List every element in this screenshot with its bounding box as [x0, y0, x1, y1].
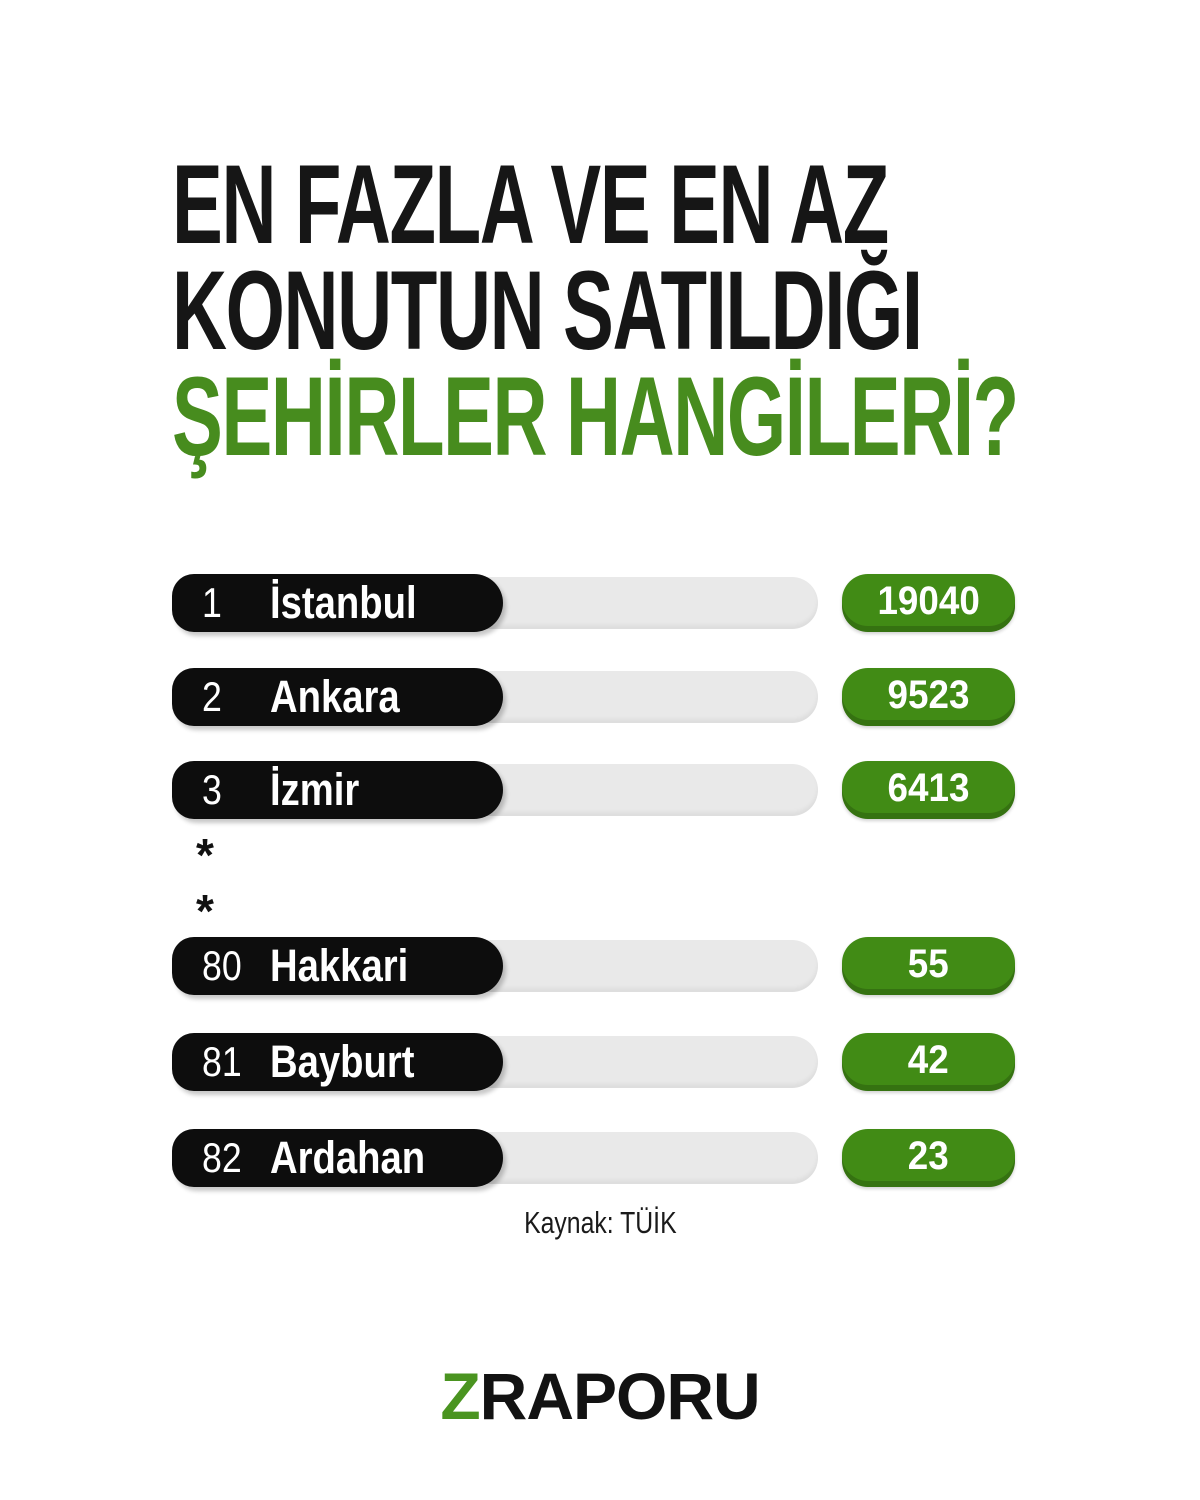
value-badge: 42	[842, 1033, 1015, 1091]
city-label: Ankara	[270, 671, 400, 722]
row-ankara: 2 Ankara 9523	[172, 668, 1015, 726]
value-badge: 55	[842, 937, 1015, 995]
value-label: 9523	[887, 672, 970, 717]
city-label: Bayburt	[270, 1036, 415, 1087]
value-label: 42	[908, 1037, 949, 1082]
zraporu-logo: ZRAPORU	[0, 1358, 1200, 1434]
title-line-3: ŞEHİRLER HANGİLERİ?	[172, 354, 1019, 479]
value-label: 23	[908, 1133, 949, 1178]
page-title: EN FAZLA VE EN AZ KONUTUN SATILDIĞI ŞEHİ…	[172, 142, 1019, 479]
logo-z: Z	[440, 1359, 480, 1433]
value-badge: 19040	[842, 574, 1015, 632]
city-pill: 1 İstanbul	[172, 574, 503, 632]
row-izmir: 3 İzmir 6413	[172, 761, 1015, 819]
ellipsis-asterisk-1: *	[196, 829, 214, 881]
title-line-1: EN FAZLA VE EN AZ	[172, 142, 889, 267]
city-label: Hakkari	[270, 940, 409, 991]
city-ranking-list: 1 İstanbul 19040 2 Ankara 9523 3 İzmir	[172, 0, 1015, 1500]
city-pill: 81 Bayburt	[172, 1033, 503, 1091]
city-pill: 82 Ardahan	[172, 1129, 503, 1187]
value-label: 6413	[887, 765, 970, 810]
city-label: Ardahan	[270, 1132, 426, 1183]
city-label: İzmir	[270, 764, 360, 815]
rank-label: 81	[202, 1038, 242, 1085]
source-caption: Kaynak: TÜİK	[0, 1205, 1200, 1241]
city-pill: 3 İzmir	[172, 761, 503, 819]
rank-label: 82	[202, 1134, 242, 1181]
rank-label: 80	[202, 942, 242, 989]
value-label: 55	[908, 941, 949, 986]
row-istanbul: 1 İstanbul 19040	[172, 574, 1015, 632]
logo-raporu: RAPORU	[479, 1359, 761, 1433]
rank-label: 3	[202, 766, 222, 813]
rank-label: 2	[202, 673, 222, 720]
value-badge: 9523	[842, 668, 1015, 726]
ellipsis-asterisk-2: *	[196, 885, 214, 937]
value-badge: 23	[842, 1129, 1015, 1187]
city-pill: 80 Hakkari	[172, 937, 503, 995]
value-label: 19040	[877, 578, 980, 623]
row-bayburt: 81 Bayburt 42	[172, 1033, 1015, 1091]
city-label: İstanbul	[270, 577, 417, 628]
city-pill: 2 Ankara	[172, 668, 503, 726]
value-badge: 6413	[842, 761, 1015, 819]
rank-label: 1	[202, 579, 222, 626]
row-hakkari: 80 Hakkari 55	[172, 937, 1015, 995]
source-text: Kaynak: TÜİK	[523, 1205, 677, 1240]
title-line-2: KONUTUN SATILDIĞI	[172, 248, 923, 373]
row-ardahan: 82 Ardahan 23	[172, 1129, 1015, 1187]
